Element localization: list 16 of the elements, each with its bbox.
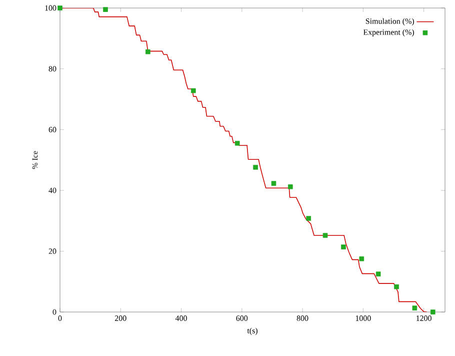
point <box>430 310 436 314</box>
point <box>376 272 381 276</box>
point <box>234 140 240 146</box>
point <box>253 164 258 170</box>
point <box>306 216 311 221</box>
point <box>322 232 328 238</box>
point <box>58 6 62 10</box>
point <box>341 244 346 250</box>
point <box>288 184 293 190</box>
point <box>190 88 196 94</box>
point <box>394 284 399 290</box>
point <box>103 7 108 12</box>
point <box>359 256 364 262</box>
point <box>146 49 150 54</box>
point <box>412 306 418 310</box>
point <box>271 181 276 186</box>
